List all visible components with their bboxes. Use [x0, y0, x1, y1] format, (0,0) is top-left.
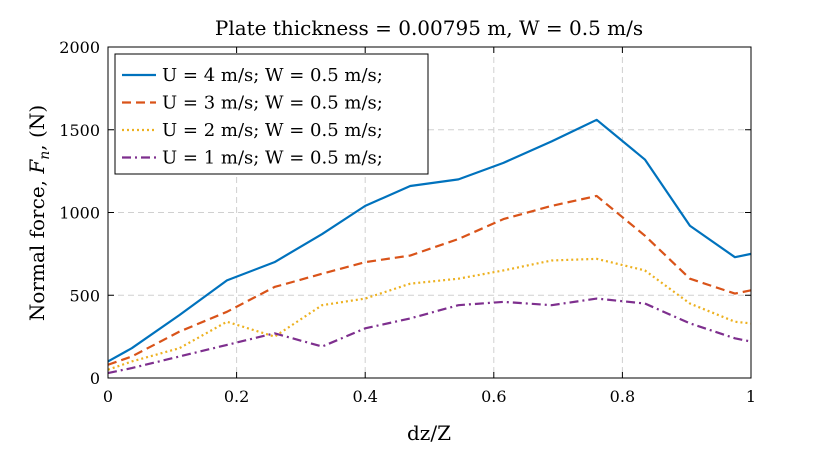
x-axis-title: dz/Z — [407, 421, 451, 445]
y-tick-label: 1500 — [59, 121, 100, 140]
legend-label-4: U = 1 m/s; W = 0.5 m/s; — [162, 148, 383, 169]
y-tick-label: 1000 — [59, 204, 100, 223]
legend-box — [114, 53, 429, 175]
series-lines — [107, 118, 752, 375]
legend-label-3: U = 2 m/s; W = 0.5 m/s; — [162, 120, 383, 141]
x-tick-label: 1 — [746, 387, 756, 406]
series-line-1 — [107, 118, 752, 363]
y-axis-title: Normal force, Fn, (N) — [25, 105, 53, 321]
series-line-4 — [107, 297, 752, 375]
x-tick-label: 0 — [103, 387, 113, 406]
x-tick-label: 0.2 — [224, 387, 249, 406]
x-tick-label: 0.8 — [610, 387, 635, 406]
chart-title: Plate thickness = 0.00795 m, W = 0.5 m/s — [215, 16, 643, 40]
x-tick-label: 0.6 — [481, 387, 506, 406]
legend-label-1: U = 4 m/s; W = 0.5 m/s; — [162, 65, 383, 86]
series-line-3 — [107, 257, 752, 371]
y-tick-label: 0 — [90, 369, 100, 388]
axis-ticks: 0 0.2 0.4 0.6 0.8 1 0 500 1000 1500 2000 — [59, 38, 756, 406]
legend: U = 4 m/s; W = 0.5 m/s; U = 3 m/s; W = 0.… — [114, 53, 429, 175]
legend-label-2: U = 3 m/s; W = 0.5 m/s; — [162, 93, 383, 114]
series-line-2 — [107, 194, 752, 366]
x-tick-label: 0.4 — [352, 387, 377, 406]
y-tick-label: 2000 — [59, 38, 100, 57]
y-tick-label: 500 — [69, 286, 100, 305]
